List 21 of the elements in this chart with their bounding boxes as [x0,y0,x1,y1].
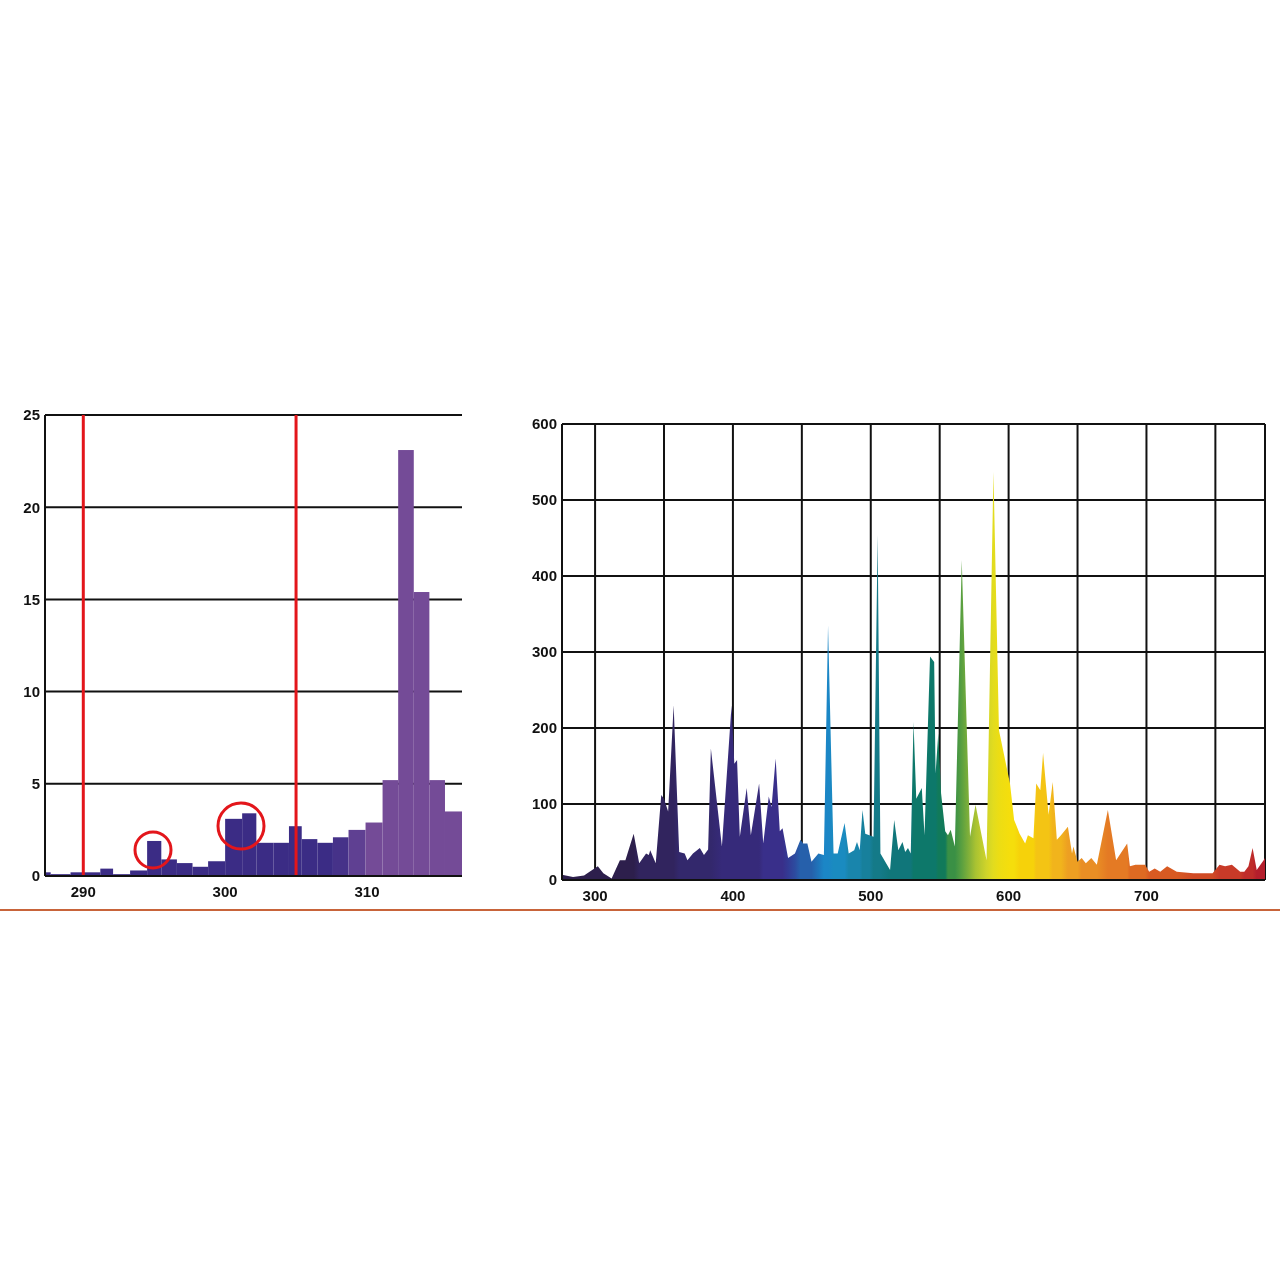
y-tick-label: 20 [23,498,40,516]
y-tick-label: 0 [548,871,557,889]
y-tick-label: 300 [531,643,557,661]
y-tick-label: 0 [31,867,40,885]
y-tick-label: 5 [31,775,40,793]
y-tick-label: 200 [531,719,557,737]
x-tick-label: 300 [582,886,608,904]
x-tick-label: 290 [70,882,96,900]
y-tick-label: 600 [531,415,557,433]
y-tick-label: 100 [531,795,557,813]
y-tick-label: 500 [531,491,557,509]
x-tick-label: 300 [212,882,238,900]
x-tick-label: 500 [858,886,884,904]
y-tick-label: 25 [23,406,40,424]
x-tick-label: 600 [996,886,1022,904]
y-tick-label: 15 [23,590,40,608]
x-tick-label: 310 [354,882,380,900]
x-tick-label: 700 [1133,886,1159,904]
x-tick-label: 400 [720,886,746,904]
y-tick-label: 400 [531,567,557,585]
y-tick-label: 10 [23,682,40,700]
